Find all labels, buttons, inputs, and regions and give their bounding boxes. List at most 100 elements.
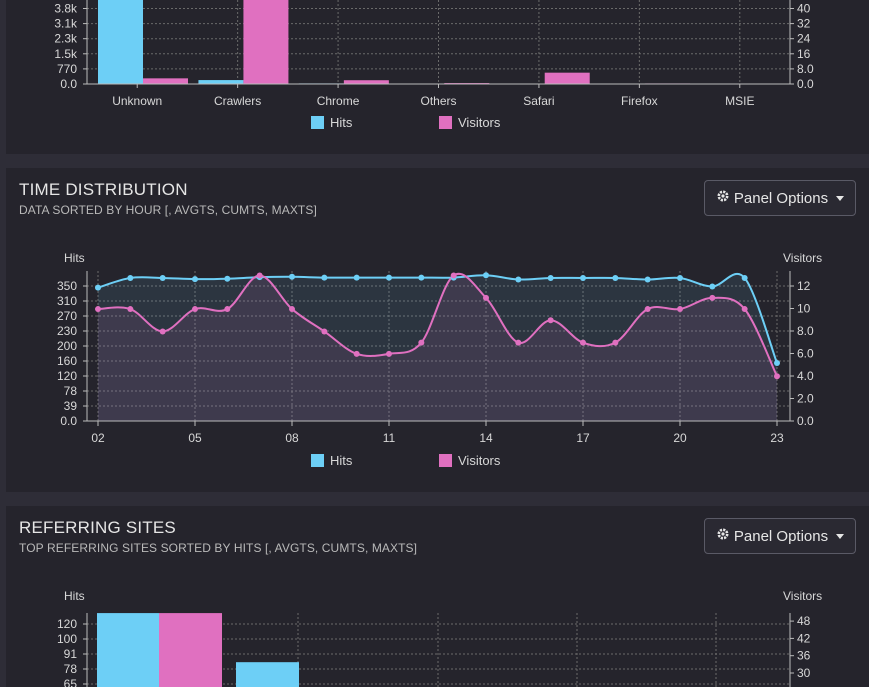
y-tick-label: 350	[57, 279, 77, 293]
bar-visitors	[243, 0, 289, 84]
y-tick-label: 0.0	[60, 414, 77, 428]
legend-visitors-swatch	[439, 454, 452, 467]
bar-visitors	[343, 80, 389, 84]
line-visitors	[97, 272, 778, 377]
point-hits	[612, 274, 619, 281]
x-tick-label: 20	[673, 431, 687, 445]
y2-tick-label: 8.0	[797, 324, 814, 338]
point-visitors	[774, 373, 780, 380]
point-hits	[127, 274, 134, 281]
y-tick-label: 200	[57, 339, 77, 353]
point-hits	[321, 274, 328, 281]
panel-subtitle: TOP REFERRING SITES SORTED BY HITS [, AV…	[19, 541, 418, 555]
x-tick-label: 14	[479, 431, 493, 445]
point-visitors	[709, 294, 716, 301]
y-tick-label: 91	[64, 647, 78, 661]
point-visitors	[547, 317, 554, 324]
point-visitors	[580, 339, 586, 346]
y-tick-label: 270	[57, 309, 77, 323]
y-tick-label: 100	[57, 632, 77, 646]
x-tick-label: 11	[383, 431, 396, 445]
legend-hits-swatch	[311, 454, 324, 467]
area-visitors	[98, 273, 777, 421]
panel-options-label: Panel Options	[733, 527, 829, 545]
area-hits	[98, 273, 777, 421]
y-tick-label: 65	[64, 677, 78, 687]
y2-tick-label: 16	[797, 47, 811, 61]
point-visitors	[644, 306, 651, 313]
y2-tick-label: 6.0	[797, 347, 814, 361]
gear-icon	[716, 189, 730, 207]
bar-visitors	[159, 613, 222, 687]
legend-hits-swatch	[311, 116, 324, 129]
point-visitors	[127, 306, 134, 313]
point-visitors	[256, 272, 263, 279]
x-tick-label: MSIE	[725, 94, 754, 108]
y2-tick-label: 0.0	[797, 414, 814, 428]
bar-hits	[97, 613, 159, 687]
point-hits	[386, 274, 392, 281]
x-tick-label: 02	[91, 431, 105, 445]
point-hits	[741, 274, 748, 281]
point-hits	[774, 360, 780, 367]
y-tick-label: 3.1k	[54, 17, 78, 31]
time-legend: Hits Visitors	[311, 453, 500, 468]
x-tick-label: 17	[576, 431, 590, 445]
panel-options-button[interactable]: Panel Options	[704, 180, 856, 216]
y-tick-label: 39	[64, 399, 78, 413]
y2-tick-label: 10	[797, 302, 811, 316]
y2-tick-label: 48	[797, 614, 811, 628]
browsers-legend: Hits Visitors	[311, 115, 500, 130]
point-visitors	[612, 339, 619, 346]
time-distribution-panel: TIME DISTRIBUTION DATA SORTED BY HOUR [,…	[6, 168, 869, 492]
point-hits	[547, 274, 554, 281]
y-tick-label: 2.3k	[54, 32, 78, 46]
point-visitors	[418, 339, 425, 346]
legend-visitors-swatch	[439, 116, 452, 129]
x-tick-label: 08	[285, 431, 299, 445]
y-tick-label: 0.0	[60, 77, 77, 91]
point-hits	[159, 274, 166, 281]
point-hits	[580, 274, 586, 281]
point-hits	[418, 274, 425, 281]
point-hits	[224, 275, 231, 282]
bar-hits	[98, 0, 143, 84]
panel-options-label: Panel Options	[733, 189, 829, 207]
y-tick-label: 78	[64, 384, 78, 398]
legend-visitors[interactable]: Visitors	[439, 115, 500, 130]
x-tick-label: Others	[420, 94, 456, 108]
point-hits	[515, 276, 522, 283]
legend-visitors-label: Visitors	[458, 453, 501, 468]
point-visitors	[450, 272, 457, 279]
y-tick-label: 78	[64, 662, 78, 676]
y-tick-label: 3.8k	[54, 2, 78, 16]
point-visitors	[677, 306, 683, 313]
y-tick-label: 770	[57, 62, 77, 76]
y2-tick-label: 32	[797, 17, 811, 31]
legend-visitors[interactable]: Visitors	[439, 453, 500, 468]
referring-sites-panel: REFERRING SITES TOP REFERRING SITES SORT…	[6, 506, 869, 687]
point-visitors	[353, 350, 360, 357]
y2-tick-label: 40	[797, 2, 811, 16]
x-tick-label: Chrome	[317, 94, 360, 108]
y-axis-right-label: Visitors	[783, 589, 822, 603]
bar-hits	[236, 662, 299, 687]
x-tick-label: Unknown	[112, 94, 162, 108]
point-visitors	[386, 350, 392, 357]
panel-options-button[interactable]: Panel Options	[704, 518, 856, 554]
line-hits	[97, 272, 778, 364]
x-tick-label: Firefox	[621, 94, 658, 108]
y-tick-label: 160	[57, 354, 77, 368]
y2-tick-label: 42	[797, 631, 811, 645]
x-tick-label: Crawlers	[214, 94, 261, 108]
caret-down-icon	[836, 195, 845, 201]
bar-visitors	[143, 78, 188, 84]
browsers-panel: 0.0 770 1.5k 2.3k 3.1k 3.8k 0.0 8.0 16 24 32 40 Unkn…	[6, 0, 869, 154]
x-tick-label: 05	[188, 431, 202, 445]
y-tick-label: 120	[57, 369, 77, 383]
legend-hits[interactable]: Hits	[311, 453, 439, 468]
point-hits	[709, 283, 716, 290]
y2-tick-label: 0.0	[797, 77, 814, 91]
y-axis-left-label: Hits	[64, 589, 85, 603]
legend-hits[interactable]: Hits	[311, 115, 439, 130]
